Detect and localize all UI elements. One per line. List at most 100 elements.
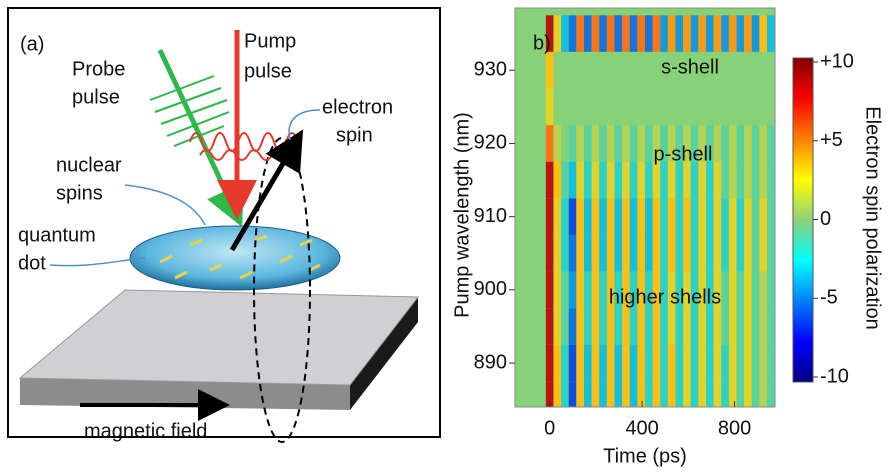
heat-cell	[683, 198, 691, 235]
heat-cell	[629, 308, 638, 345]
heat-cell	[568, 344, 577, 382]
annotation: s-shell	[661, 56, 719, 78]
heat-cell	[683, 15, 691, 52]
heat-cell	[545, 271, 554, 309]
y-tick-label: 920	[474, 132, 507, 154]
colorbar-label: Electron spin polarization	[862, 106, 884, 329]
heat-cell	[667, 234, 676, 272]
heat-cell	[576, 198, 584, 235]
heat-cell	[561, 198, 569, 235]
heat-cell	[606, 381, 615, 407]
heat-cell	[683, 308, 691, 345]
heat-cell	[583, 381, 592, 407]
slab-front	[20, 378, 350, 410]
heat-cell	[591, 161, 600, 199]
label: pulse	[72, 86, 120, 108]
heat-cell	[561, 381, 569, 407]
heat-cell	[622, 198, 630, 235]
heat-cell	[622, 161, 630, 199]
heat-cell	[591, 344, 600, 382]
heat-cell	[721, 125, 729, 162]
heat-cell	[622, 51, 630, 89]
heat-cell	[736, 15, 745, 52]
heat-cell	[713, 308, 722, 345]
heat-cell	[667, 125, 676, 162]
heat-cell	[759, 308, 768, 345]
label: pulse	[244, 60, 292, 82]
heat-cell	[713, 51, 722, 89]
colorbar-tick-label: -5	[820, 287, 838, 309]
heat-cell	[614, 381, 623, 407]
heat-cell	[744, 51, 752, 89]
heat-cell	[652, 271, 661, 309]
nuclear-spins	[159, 234, 321, 280]
y-tick-label: 890	[474, 351, 507, 373]
heat-cell	[690, 161, 699, 199]
heat-cell	[736, 88, 745, 126]
heat-cell	[744, 88, 752, 126]
precession-path	[253, 137, 311, 443]
heat-cell	[736, 161, 745, 199]
heat-cell	[698, 51, 707, 89]
heat-cell	[721, 271, 729, 309]
annotation: higher shells	[609, 286, 721, 308]
colorbar-tick-label: -10	[820, 365, 849, 387]
heat-cell	[568, 308, 577, 345]
heat-cell	[561, 51, 569, 89]
heat-cell	[660, 198, 668, 235]
heat-cell	[645, 344, 653, 382]
colorbar-tick-label: +5	[820, 129, 843, 151]
heat-cell	[767, 308, 775, 345]
heat-cell	[545, 125, 554, 162]
heat-cell	[683, 344, 691, 382]
heat-cell	[568, 125, 577, 162]
heat-cell	[744, 271, 752, 309]
heat-cell	[759, 51, 768, 89]
heat-cell	[637, 234, 645, 272]
heat-cell	[675, 271, 684, 309]
heat-cell	[591, 88, 600, 126]
heat-cell	[721, 51, 729, 89]
heat-cell	[721, 308, 729, 345]
heat-cell	[751, 51, 760, 89]
heat-cell	[645, 381, 653, 407]
heat-cell	[629, 344, 638, 382]
heat-cell	[614, 161, 623, 199]
heat-cell	[660, 271, 668, 309]
heat-cell	[728, 88, 737, 126]
heat-cell	[568, 198, 577, 235]
heat-cell	[728, 198, 737, 235]
heat-cell	[728, 234, 737, 272]
x-tick-label: 400	[625, 417, 658, 439]
heat-cell	[706, 51, 714, 89]
heat-cell	[660, 308, 668, 345]
heat-cell	[690, 308, 699, 345]
heat-cell	[690, 344, 699, 382]
heat-cell	[576, 125, 584, 162]
heat-cell	[591, 125, 600, 162]
heat-cell	[614, 88, 623, 126]
heat-cell	[599, 308, 607, 345]
heat-cell	[706, 198, 714, 235]
label: nuclear	[56, 154, 122, 176]
heat-cell	[614, 344, 623, 382]
heat-cell	[736, 344, 745, 382]
heat-cell	[606, 51, 615, 89]
heat-cell	[637, 198, 645, 235]
heat-cell	[545, 51, 554, 89]
heat-cell	[599, 271, 607, 309]
label: spins	[56, 182, 103, 204]
label: electron	[322, 96, 393, 118]
heat-cell	[698, 125, 707, 162]
heat-cell	[629, 381, 638, 407]
heat-cell	[660, 51, 668, 89]
heat-cell	[629, 88, 638, 126]
heat-cell	[576, 308, 584, 345]
heat-cell	[751, 15, 760, 52]
x-tick-label: 800	[718, 417, 751, 439]
heat-cell	[599, 125, 607, 162]
slab-side	[350, 297, 418, 410]
heat-cell	[690, 88, 699, 126]
heat-cell	[706, 308, 714, 345]
heat-cell	[675, 161, 684, 199]
